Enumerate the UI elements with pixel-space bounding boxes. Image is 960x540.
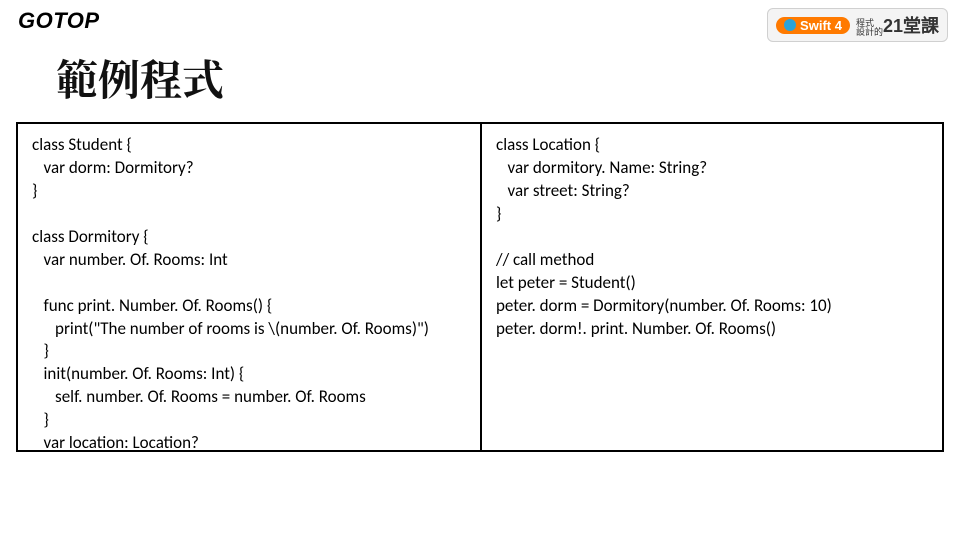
swift-pill: Swift 4 (776, 17, 850, 34)
code-left-column: class Student { var dorm: Dormitory? } c… (18, 124, 480, 450)
gotop-logo: GOTOP (18, 8, 100, 34)
swift-dot-icon (784, 19, 796, 31)
swift-badge: Swift 4 程式 設計的21堂課 (767, 8, 948, 42)
slide-title: 範例程式 (56, 48, 960, 108)
code-frame: class Student { var dorm: Dormitory? } c… (16, 122, 944, 452)
code-right-column: class Location { var dormitory. Name: St… (480, 124, 942, 450)
slide-header: GOTOP Swift 4 程式 設計的21堂課 (0, 0, 960, 42)
course-label: 程式 設計的21堂課 (856, 12, 939, 38)
swift-label: Swift 4 (800, 18, 842, 33)
